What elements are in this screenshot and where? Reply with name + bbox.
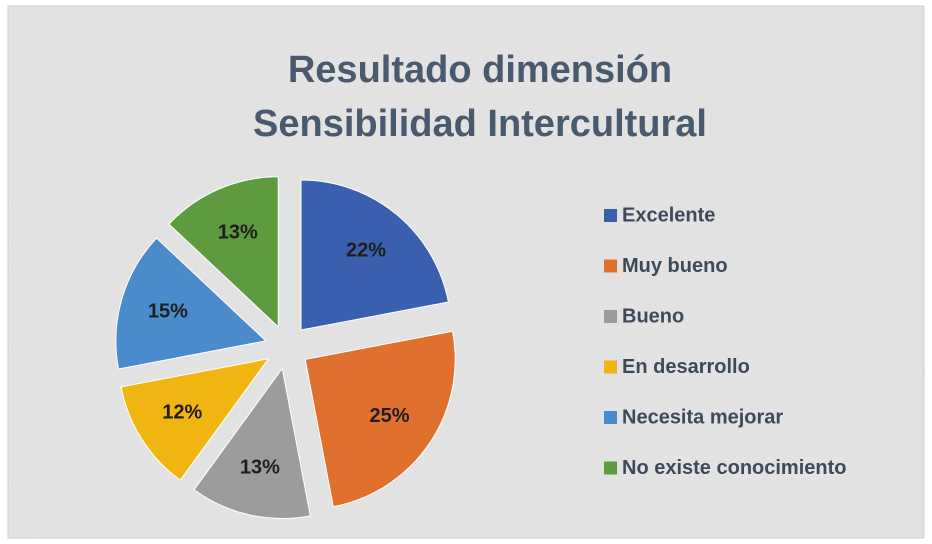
pie-slice bbox=[193, 367, 311, 519]
data-label: 25% bbox=[370, 405, 410, 427]
pie-slice bbox=[300, 179, 449, 331]
pie-slice bbox=[120, 358, 270, 481]
legend-swatch bbox=[604, 310, 617, 323]
chart-title: Sensibilidad Intercultural bbox=[253, 103, 707, 145]
data-label: 12% bbox=[162, 402, 202, 424]
legend-label: Bueno bbox=[622, 305, 684, 327]
legend-label: Necesita mejorar bbox=[622, 406, 783, 428]
data-label: 13% bbox=[240, 456, 280, 478]
data-label: 22% bbox=[346, 240, 386, 262]
data-label: 13% bbox=[218, 221, 258, 243]
legend-label: En desarrollo bbox=[622, 356, 750, 378]
chart-title: Resultado dimensión bbox=[288, 49, 672, 91]
pie-slice bbox=[304, 330, 456, 508]
legend-swatch bbox=[604, 360, 617, 374]
legend-label: Excelente bbox=[622, 204, 715, 226]
legend-label: No existe conocimiento bbox=[622, 457, 847, 479]
legend-swatch bbox=[604, 411, 617, 424]
data-label: 15% bbox=[148, 301, 188, 323]
legend-label: Muy bueno bbox=[622, 255, 728, 277]
legend-swatch bbox=[604, 209, 617, 222]
legend-swatch bbox=[604, 259, 617, 273]
pie-slice bbox=[168, 176, 279, 328]
pie-slice bbox=[115, 237, 267, 370]
legend-swatch bbox=[604, 461, 617, 475]
